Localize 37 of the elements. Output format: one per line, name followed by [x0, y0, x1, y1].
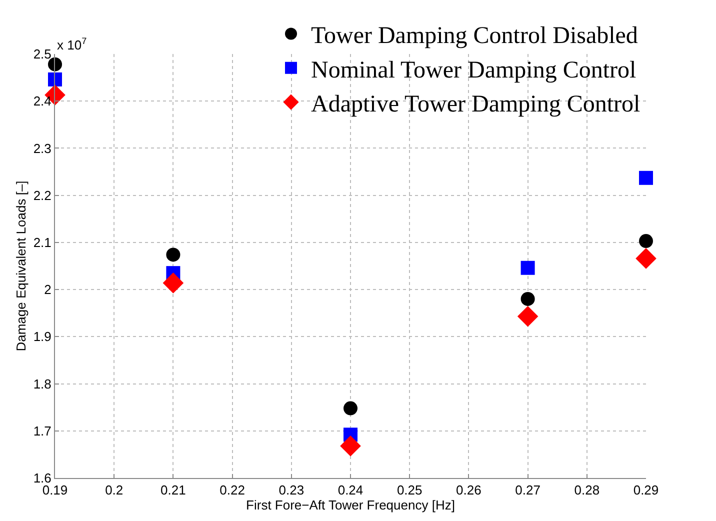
y-tick-label: 1.9 — [33, 329, 52, 344]
y-tick-label: 1.8 — [33, 376, 52, 392]
y-tick-label: 2.1 — [33, 234, 52, 250]
point — [636, 248, 656, 269]
x-tick-label: 0.26 — [456, 482, 482, 498]
y-tick-label: 1.7 — [33, 423, 52, 438]
point — [639, 234, 653, 248]
y-tick-label: 2.5 — [33, 46, 52, 62]
legend-label: Tower Damping Control Disabled — [311, 23, 638, 50]
text: x 10$^{7}$ — [57, 36, 87, 52]
y-tick-label: 2 — [44, 282, 52, 298]
y-tick-label: 2.3 — [33, 140, 52, 156]
x-tick-label: 0.24 — [338, 482, 364, 498]
point — [166, 248, 180, 262]
point — [517, 306, 538, 327]
point — [520, 292, 535, 306]
x-tick-label: 0.2 — [105, 482, 124, 498]
x-tick-label: 0.29 — [633, 482, 659, 498]
x-tick-label: 0.21 — [160, 482, 186, 498]
x-tick-label: 0.25 — [396, 482, 422, 498]
point — [344, 401, 358, 416]
y-axis-title: Damage Equivalent Loads [–] — [13, 180, 28, 352]
x-tick-label: 0.23 — [278, 482, 304, 498]
point — [48, 57, 62, 72]
point — [520, 260, 535, 275]
x-axis-title: First Fore−Aft Tower Frequency [Hz] — [246, 498, 455, 513]
legend-label: Adaptive Tower Damping Control — [311, 91, 640, 118]
legend-label: Nominal Tower Damping Control — [311, 57, 637, 84]
y-tick-label: 2.4 — [33, 94, 52, 109]
point — [639, 170, 653, 185]
x-tick-label: 0.22 — [220, 482, 245, 498]
x-tick-label: 0.27 — [515, 482, 540, 498]
point — [162, 272, 184, 294]
point — [48, 72, 62, 86]
x-tick-label: 0.28 — [574, 482, 600, 498]
y-tick-label: 2.2 — [33, 188, 52, 203]
point — [340, 436, 361, 456]
